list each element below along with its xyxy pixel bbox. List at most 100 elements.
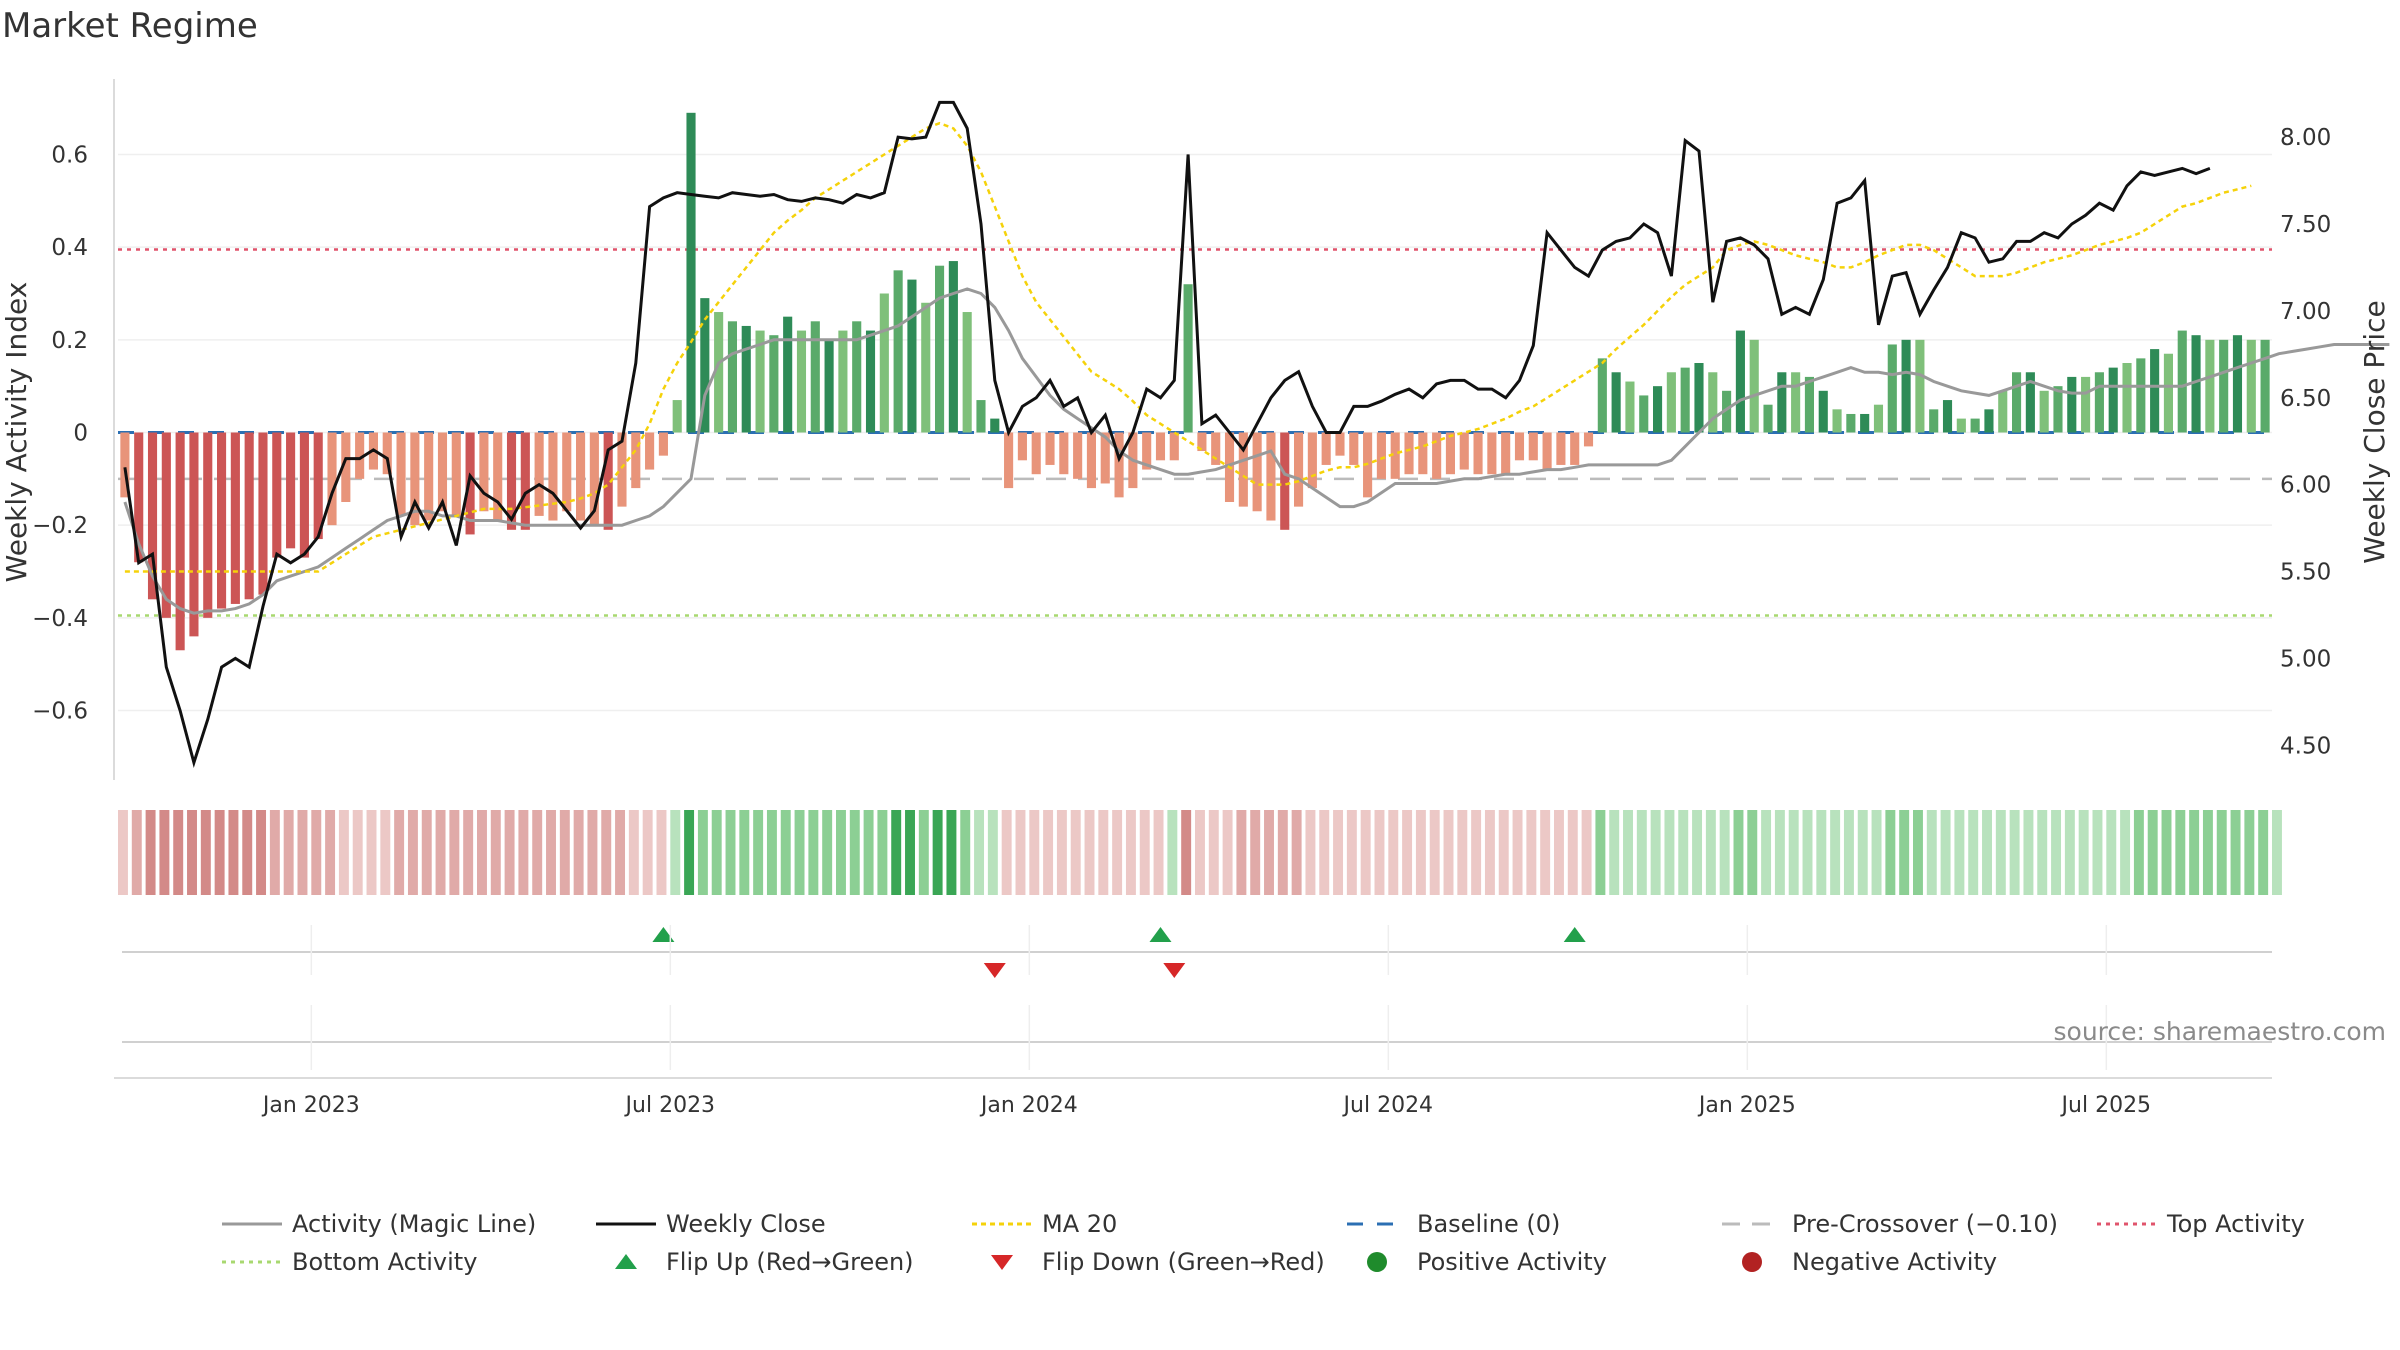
legend-label: Pre-Crossover (−0.10): [1792, 1210, 2059, 1238]
series-lines: [123, 100, 2390, 768]
activity-bar: [1473, 432, 1483, 475]
activity-bars: [120, 112, 2270, 651]
regime-cell: [1374, 810, 1385, 895]
legend-symbol: [222, 1222, 282, 1226]
regime-cell: [559, 810, 570, 895]
regime-cell: [1277, 810, 1288, 895]
regime-cell: [891, 810, 902, 895]
regime-cell: [2092, 810, 2103, 895]
regime-cell: [1623, 810, 1633, 895]
activity-bar: [1073, 432, 1083, 479]
regime-cell: [407, 810, 418, 895]
regime-cell: [504, 810, 515, 895]
y-tick-right: 8.00: [2280, 125, 2331, 151]
regime-cell: [1388, 810, 1399, 895]
activity-bar: [1818, 390, 1828, 433]
activity-bar: [161, 432, 171, 618]
activity-bar: [1984, 409, 1994, 433]
activity-bar: [2081, 376, 2091, 433]
activity-bar: [2039, 390, 2049, 433]
activity-bar: [1804, 376, 1814, 433]
regime-cell: [131, 810, 142, 895]
regime-cell: [1264, 810, 1274, 895]
regime-cell: [1498, 810, 1509, 895]
regime-cell: [808, 810, 819, 895]
regime-cell: [780, 810, 791, 895]
activity-bar: [1335, 432, 1345, 456]
y-tick-right: 5.00: [2280, 646, 2331, 672]
regime-cell: [1070, 810, 1081, 895]
y-tick-left: −0.6: [32, 699, 88, 725]
reference-lines: [118, 248, 2272, 617]
regime-cell: [394, 810, 405, 895]
regime-cell: [1305, 810, 1316, 895]
activity-bar: [1045, 432, 1055, 465]
activity-bar: [1266, 432, 1276, 521]
activity-bar: [796, 330, 807, 433]
activity-bar: [1777, 372, 1787, 433]
regime-cell: [1650, 810, 1661, 895]
regime-cell: [269, 810, 280, 895]
activity-bar: [1307, 432, 1317, 489]
activity-bar: [2219, 339, 2229, 433]
y-tick-right: 5.50: [2280, 560, 2331, 586]
legend: Activity (Magic Line) Weekly Close MA 20 Ba…: [0, 1200, 2400, 1310]
regime-cell: [228, 810, 239, 895]
activity-bar: [1970, 418, 1980, 433]
activity-bar: [189, 432, 199, 637]
regime-cell: [1443, 810, 1454, 895]
activity-bar: [2232, 335, 2243, 433]
regime-cell: [863, 810, 874, 895]
activity-bar: [230, 432, 240, 604]
activity-bar: [1404, 432, 1414, 475]
regime-cell: [1043, 810, 1054, 895]
activity-bar: [1597, 358, 1607, 433]
activity-bar: [424, 432, 434, 521]
activity-bar: [727, 321, 737, 433]
activity-bar: [2067, 376, 2077, 433]
activity-bar: [1915, 339, 1925, 433]
activity-bar: [382, 432, 392, 475]
activity-bar: [921, 302, 931, 433]
activity-bar: [1487, 432, 1497, 475]
activity-bar: [217, 432, 227, 609]
y-tick-right: 6.00: [2280, 473, 2331, 499]
activity-bar: [2191, 335, 2201, 433]
activity-bar: [1708, 372, 1718, 433]
activity-bar: [1017, 432, 1027, 461]
regime-cell: [1747, 810, 1758, 895]
regime-cell: [380, 810, 391, 895]
regime-cell: [573, 810, 584, 895]
activity-bar: [1556, 432, 1566, 465]
activity-bar: [2108, 367, 2118, 433]
y-tick-left: 0.6: [51, 143, 88, 169]
activity-bar: [2205, 339, 2215, 433]
activity-bar: [437, 432, 448, 512]
regime-cell: [1567, 810, 1578, 895]
activity-bar: [852, 321, 862, 433]
regime-cell: [642, 810, 653, 895]
regime-cell: [2175, 810, 2186, 895]
activity-bar: [1445, 432, 1455, 475]
regime-cell: [1705, 810, 1716, 895]
regime-cell: [1830, 810, 1841, 895]
activity-bar: [341, 432, 351, 502]
activity-bar: [1376, 432, 1386, 479]
regime-cell: [1692, 810, 1703, 895]
activity-bar: [700, 298, 710, 433]
legend-weekly-close: Weekly Close: [594, 1210, 826, 1238]
flip-up-marker: [1149, 927, 1172, 942]
activity-bar: [962, 312, 972, 433]
regime-cell: [1291, 810, 1302, 895]
activity-bar: [603, 432, 613, 530]
activity-bar: [548, 432, 558, 521]
activity-bar: [1294, 432, 1304, 507]
regime-cell: [1084, 810, 1095, 895]
regime-cell: [1733, 810, 1744, 895]
regime-cell: [794, 810, 805, 895]
regime-cell: [601, 810, 612, 895]
activity-bar: [1901, 339, 1911, 433]
regime-cell: [1457, 810, 1468, 895]
activity-bar: [1680, 367, 1690, 433]
market-regime-chart: 0.6 0.4 0.2 0 −0.2 −0.4 −0.6 8.00 7.50 7.00 6.50 6…: [0, 79, 2391, 1118]
